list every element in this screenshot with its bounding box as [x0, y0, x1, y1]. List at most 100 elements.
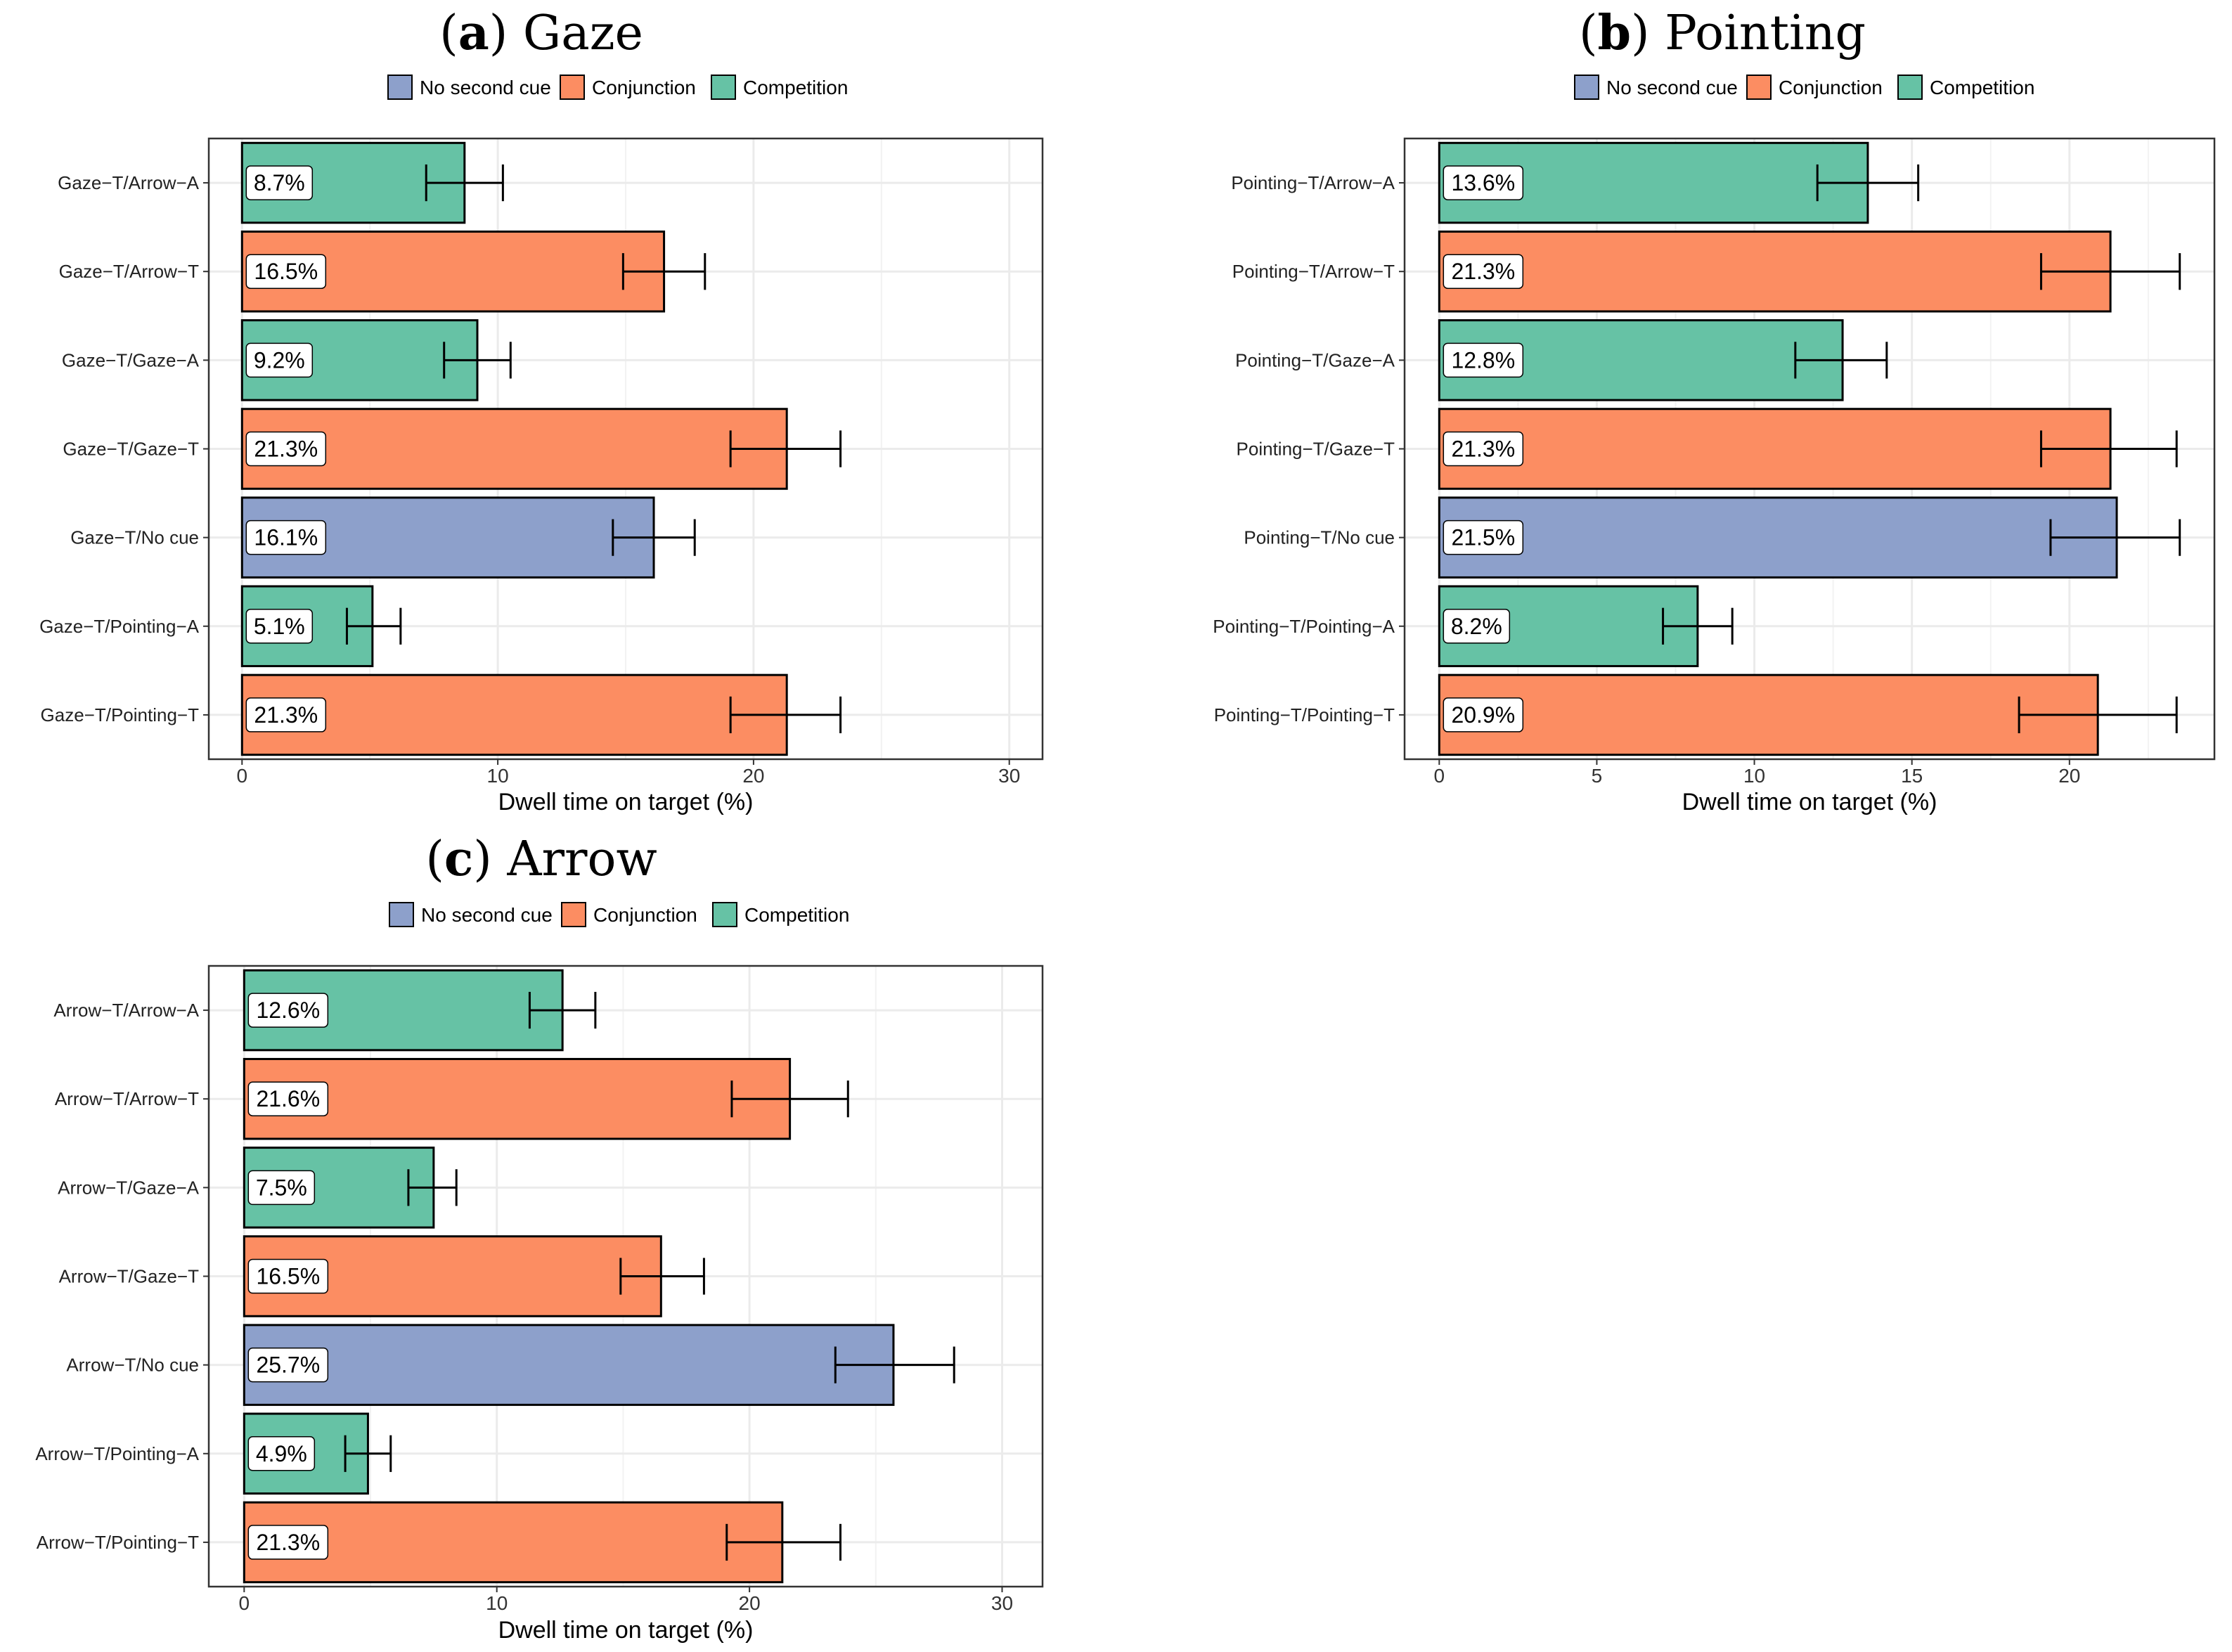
value-label-box: [245, 431, 327, 467]
legend-key: [1897, 75, 1923, 100]
panel-title-letter: c: [444, 831, 473, 887]
value-label-box: [245, 697, 327, 733]
category-label: Arrow−T/Pointing−A: [35, 1443, 199, 1464]
value-label: 21.3%: [254, 702, 318, 728]
x-tick-label: 30: [998, 765, 1020, 787]
x-tick-label: 0: [1434, 765, 1445, 787]
value-label: 21.3%: [256, 1530, 320, 1555]
value-label: 16.5%: [254, 259, 318, 284]
value-label-box: [247, 1347, 329, 1383]
x-axis-title: Dwell time on target (%): [498, 1617, 754, 1644]
panel-title: (a) Gaze: [439, 5, 643, 61]
value-label: 9.2%: [254, 347, 305, 373]
category-label: Arrow−T/Pointing−T: [37, 1532, 199, 1553]
value-label-box: [1443, 165, 1524, 200]
value-label-box: [247, 1258, 329, 1294]
bar: [243, 1324, 895, 1406]
value-label: 8.7%: [254, 170, 305, 195]
value-label: 5.1%: [254, 614, 305, 639]
legend-label: Conjunction: [1779, 77, 1883, 98]
x-tick-label: 5: [1592, 765, 1603, 787]
panel-title-name: Pointing: [1665, 6, 1866, 61]
legend-label: Conjunction: [592, 77, 696, 98]
x-tick-label: 20: [739, 1592, 761, 1614]
legend-label: Competition: [1930, 77, 2034, 98]
x-tick-label: 10: [486, 1592, 508, 1614]
value-label-box: [247, 1081, 329, 1116]
category-label: Arrow−T/Arrow−A: [53, 1000, 199, 1021]
panel-title-name: Arrow: [506, 832, 657, 887]
value-label-box: [1443, 431, 1524, 467]
legend-key: [389, 902, 414, 927]
value-label-box: [1443, 520, 1524, 555]
category-label: Pointing−T/Gaze−T: [1237, 439, 1395, 460]
panel-title-open-paren: (: [425, 832, 444, 887]
plot-border: [1403, 137, 2216, 761]
legend-label: Conjunction: [593, 904, 697, 926]
bar: [1438, 496, 2118, 579]
value-label-box: [247, 993, 329, 1028]
value-label-box: [245, 165, 314, 200]
category-label: Arrow−T/Arrow−T: [55, 1088, 199, 1109]
value-label: 21.3%: [1451, 259, 1515, 284]
bar: [1438, 673, 2099, 756]
panel-title-close-paren: ): [1631, 6, 1665, 61]
value-label: 21.6%: [256, 1086, 320, 1111]
x-tick-label: 30: [991, 1592, 1013, 1614]
value-label: 7.5%: [256, 1175, 307, 1200]
x-axis-title: Dwell time on target (%): [1682, 789, 1937, 815]
x-tick-label: 20: [742, 765, 764, 787]
x-tick-label: 10: [487, 765, 509, 787]
value-label: 21.5%: [1451, 525, 1515, 550]
value-label-box: [245, 520, 327, 555]
value-label-box: [245, 609, 314, 644]
value-label-box: [1443, 342, 1524, 378]
value-label-box: [1443, 254, 1524, 289]
value-label-box: [247, 1525, 329, 1560]
chart-panel-c: (c) Arrow No second cue Conjunction Competi…: [35, 831, 1044, 1644]
category-label: Gaze−T/Gaze−T: [63, 439, 199, 460]
panel-title: (c) Arrow: [425, 831, 657, 887]
legend-label: No second cue: [420, 77, 551, 98]
panel-title-letter: a: [458, 5, 489, 61]
legend-label: No second cue: [1606, 77, 1738, 98]
value-label: 8.2%: [1451, 614, 1502, 639]
category-label: Gaze−T/Arrow−A: [58, 172, 200, 193]
category-label: Gaze−T/Arrow−T: [59, 261, 200, 282]
category-label: Gaze−T/No cue: [70, 527, 199, 548]
bar: [243, 1501, 784, 1584]
panel-title-close-paren: ): [473, 832, 507, 887]
category-label: Arrow−T/No cue: [66, 1355, 199, 1376]
value-label: 21.3%: [254, 437, 318, 462]
plot-border: [207, 964, 1044, 1588]
value-label: 20.9%: [1451, 702, 1515, 728]
value-label-box: [247, 1170, 316, 1206]
bar: [1438, 408, 2112, 490]
panel-title-letter: b: [1597, 5, 1631, 61]
value-label: 21.3%: [1451, 437, 1515, 462]
bar: [1438, 230, 2112, 313]
legend-label: No second cue: [421, 904, 553, 926]
legend-key: [560, 75, 585, 100]
legend-label: Competition: [743, 77, 848, 98]
chart-panel-b: (b) Pointing No second cue Conjunction Comp…: [1213, 5, 2216, 815]
plot-border: [207, 137, 1044, 761]
value-label-box: [245, 254, 327, 289]
panel-title-open-paren: (: [439, 6, 458, 61]
category-label: Pointing−T/Pointing−A: [1213, 616, 1395, 637]
value-label: 16.5%: [256, 1264, 320, 1289]
category-label: Pointing−T/No cue: [1244, 527, 1395, 548]
x-tick-label: 15: [1901, 765, 1923, 787]
panel-title-open-paren: (: [1579, 6, 1598, 61]
legend-key: [711, 75, 736, 100]
bar: [243, 1057, 792, 1140]
value-label: 13.6%: [1451, 170, 1515, 195]
value-label-box: [1443, 609, 1511, 644]
legend-label: Competition: [744, 904, 849, 926]
category-label: Pointing−T/Arrow−T: [1232, 261, 1395, 282]
legend-key: [561, 902, 586, 927]
panel-title-close-paren: ): [489, 6, 523, 61]
value-label: 12.8%: [1451, 347, 1515, 373]
value-label: 25.7%: [256, 1353, 320, 1378]
